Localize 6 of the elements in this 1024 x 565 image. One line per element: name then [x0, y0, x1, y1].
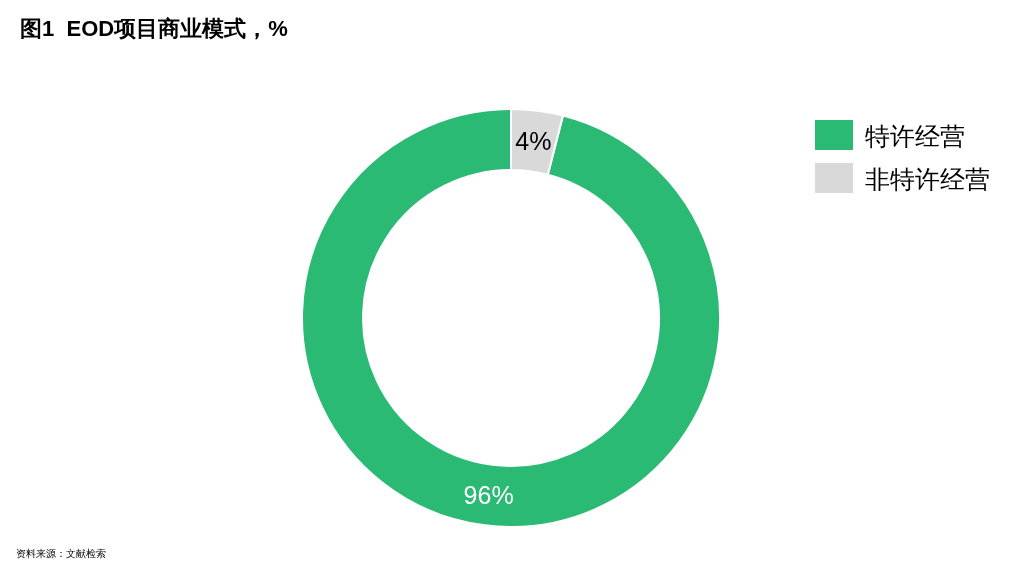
- text: 资料来源：文献检索: [16, 548, 106, 559]
- data-label: 4%: [515, 126, 552, 155]
- data-label: 96%: [463, 481, 514, 510]
- chart-title: 图1 EOD项目商业模式，%: [20, 16, 288, 41]
- legend-label: 特许经营: [865, 122, 965, 150]
- legend-label: 非特许经营: [865, 165, 990, 193]
